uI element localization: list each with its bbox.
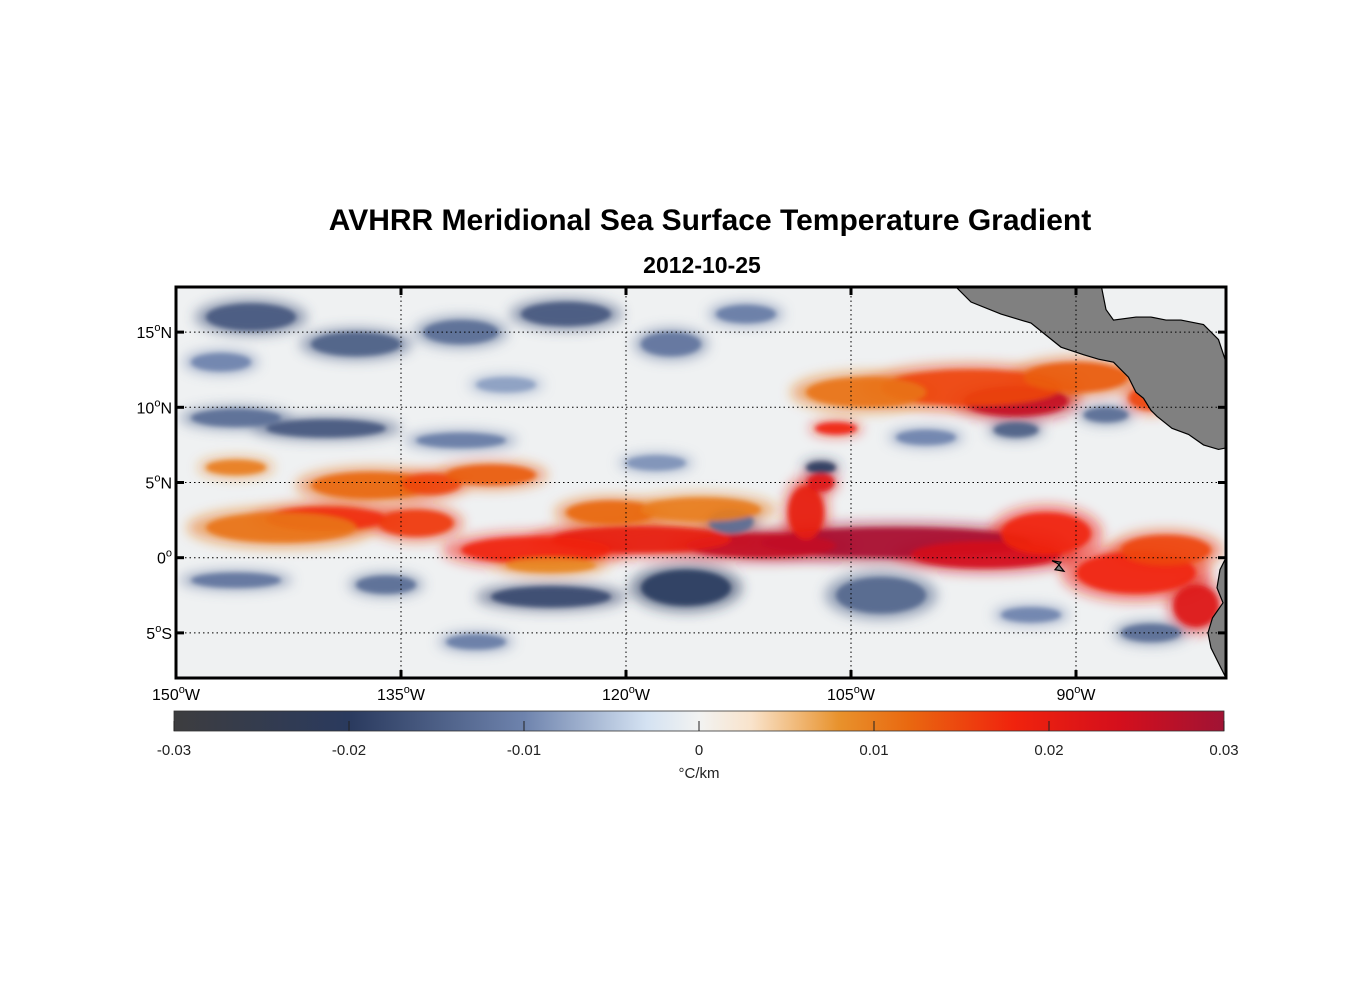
lat-label: 0o: [157, 548, 172, 568]
warm-anomaly-19: [311, 471, 431, 500]
colorbar-tick-label: -0.02: [332, 742, 366, 759]
warm-anomaly-24: [566, 500, 656, 525]
cold-anomaly-16: [716, 305, 776, 324]
cold-anomaly-4: [806, 461, 836, 474]
colorbar-tick-label: -0.01: [507, 742, 541, 759]
cold-anomaly-8: [266, 419, 386, 438]
lat-label: 10oN: [137, 397, 172, 417]
figure-title: AVHRR Meridional Sea Surface Temperature…: [328, 204, 1092, 237]
warm-anomaly-22: [446, 464, 536, 486]
cold-anomaly-18: [191, 572, 281, 588]
cold-anomaly-21: [446, 634, 506, 650]
warm-anomaly-4: [461, 536, 611, 564]
lon-label: 120oW: [602, 684, 651, 704]
cold-anomaly-12: [311, 332, 401, 357]
warm-anomaly-12: [881, 369, 1061, 406]
sst-gradient-field: [176, 287, 1226, 678]
warm-anomaly-9: [788, 485, 824, 540]
galapagos-islands: [1051, 560, 1066, 573]
cold-anomaly-10: [416, 432, 506, 448]
figure-date: 2012-10-25: [643, 252, 761, 278]
warm-anomaly-14: [806, 377, 926, 408]
cold-anomaly-6: [896, 429, 956, 445]
lon-label: 150oW: [152, 684, 201, 704]
cold-anomaly-1: [491, 586, 611, 608]
colorbar-tick-label: 0: [695, 742, 703, 759]
lat-label: 15oN: [137, 322, 172, 342]
cold-anomaly-19: [1121, 623, 1181, 642]
lon-label: 90oW: [1056, 684, 1096, 704]
warm-anomaly-25: [641, 497, 761, 522]
central-america-land: [955, 287, 1226, 451]
warm-anomaly-5: [1001, 512, 1091, 555]
cold-anomaly-23: [191, 353, 251, 372]
colorbar-tick-label: -0.03: [157, 742, 191, 759]
cold-anomaly-2: [836, 577, 926, 614]
warm-anomaly-7: [1173, 584, 1219, 627]
cold-anomaly-0: [641, 569, 731, 606]
warm-anomaly-23: [206, 459, 266, 475]
colorbar-tick-label: 0.01: [859, 742, 888, 759]
cold-anomaly-15: [641, 332, 701, 357]
colorbar: -0.03 -0.02 -0.01 0 0.01 0.02 0.03 °C/km: [157, 710, 1239, 782]
warm-anomaly-20: [401, 473, 461, 495]
warm-anomaly-26: [506, 557, 596, 573]
south-america-land: [1207, 557, 1226, 678]
cold-anomaly-7: [1083, 407, 1129, 423]
warm-anomaly-8: [1121, 535, 1211, 566]
warm-anomaly-18: [206, 512, 356, 543]
cold-anomaly-11: [206, 303, 296, 331]
longitude-labels: 150oW 135oW 120oW 105oW 90oW: [152, 684, 1096, 704]
warm-anomaly-21: [378, 509, 454, 537]
cold-anomaly-14: [521, 302, 611, 327]
lat-label: 5oS: [146, 623, 172, 643]
lat-label: 5oN: [145, 473, 172, 493]
latitude-labels: 15oN 10oN 5oN 0o 5oS: [137, 322, 172, 643]
lon-label: 135oW: [377, 684, 426, 704]
colorbar-unit-label: °C/km: [679, 765, 720, 782]
cold-anomaly-24: [476, 377, 536, 393]
lon-label: 105oW: [827, 684, 876, 704]
cold-anomaly-17: [356, 575, 416, 594]
cold-anomaly-20: [1001, 607, 1061, 623]
colorbar-tick-label: 0.02: [1034, 742, 1063, 759]
cold-anomaly-9: [191, 408, 281, 427]
colorbar-tick-label: 0.03: [1209, 742, 1238, 759]
warm-anomaly-15: [815, 422, 857, 435]
cold-anomaly-22: [626, 455, 686, 471]
frame-ticks: [174, 287, 1226, 678]
cold-anomaly-5: [993, 422, 1039, 438]
